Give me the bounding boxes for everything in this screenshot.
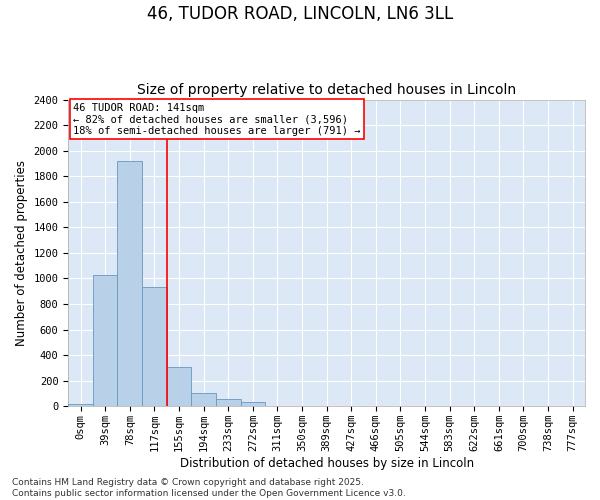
Y-axis label: Number of detached properties: Number of detached properties <box>15 160 28 346</box>
Text: 46 TUDOR ROAD: 141sqm
← 82% of detached houses are smaller (3,596)
18% of semi-d: 46 TUDOR ROAD: 141sqm ← 82% of detached … <box>73 102 361 136</box>
Bar <box>167 366 191 406</box>
Bar <box>93 276 118 406</box>
Text: Contains HM Land Registry data © Crown copyright and database right 2025.
Contai: Contains HM Land Registry data © Crown c… <box>12 478 406 498</box>
Bar <box>142 287 167 406</box>
Bar <box>241 402 265 406</box>
X-axis label: Distribution of detached houses by size in Lincoln: Distribution of detached houses by size … <box>179 457 474 470</box>
Bar <box>68 404 93 406</box>
Bar <box>118 161 142 406</box>
Title: Size of property relative to detached houses in Lincoln: Size of property relative to detached ho… <box>137 83 516 97</box>
Text: 46, TUDOR ROAD, LINCOLN, LN6 3LL: 46, TUDOR ROAD, LINCOLN, LN6 3LL <box>147 5 453 23</box>
Bar <box>191 393 216 406</box>
Bar <box>216 400 241 406</box>
